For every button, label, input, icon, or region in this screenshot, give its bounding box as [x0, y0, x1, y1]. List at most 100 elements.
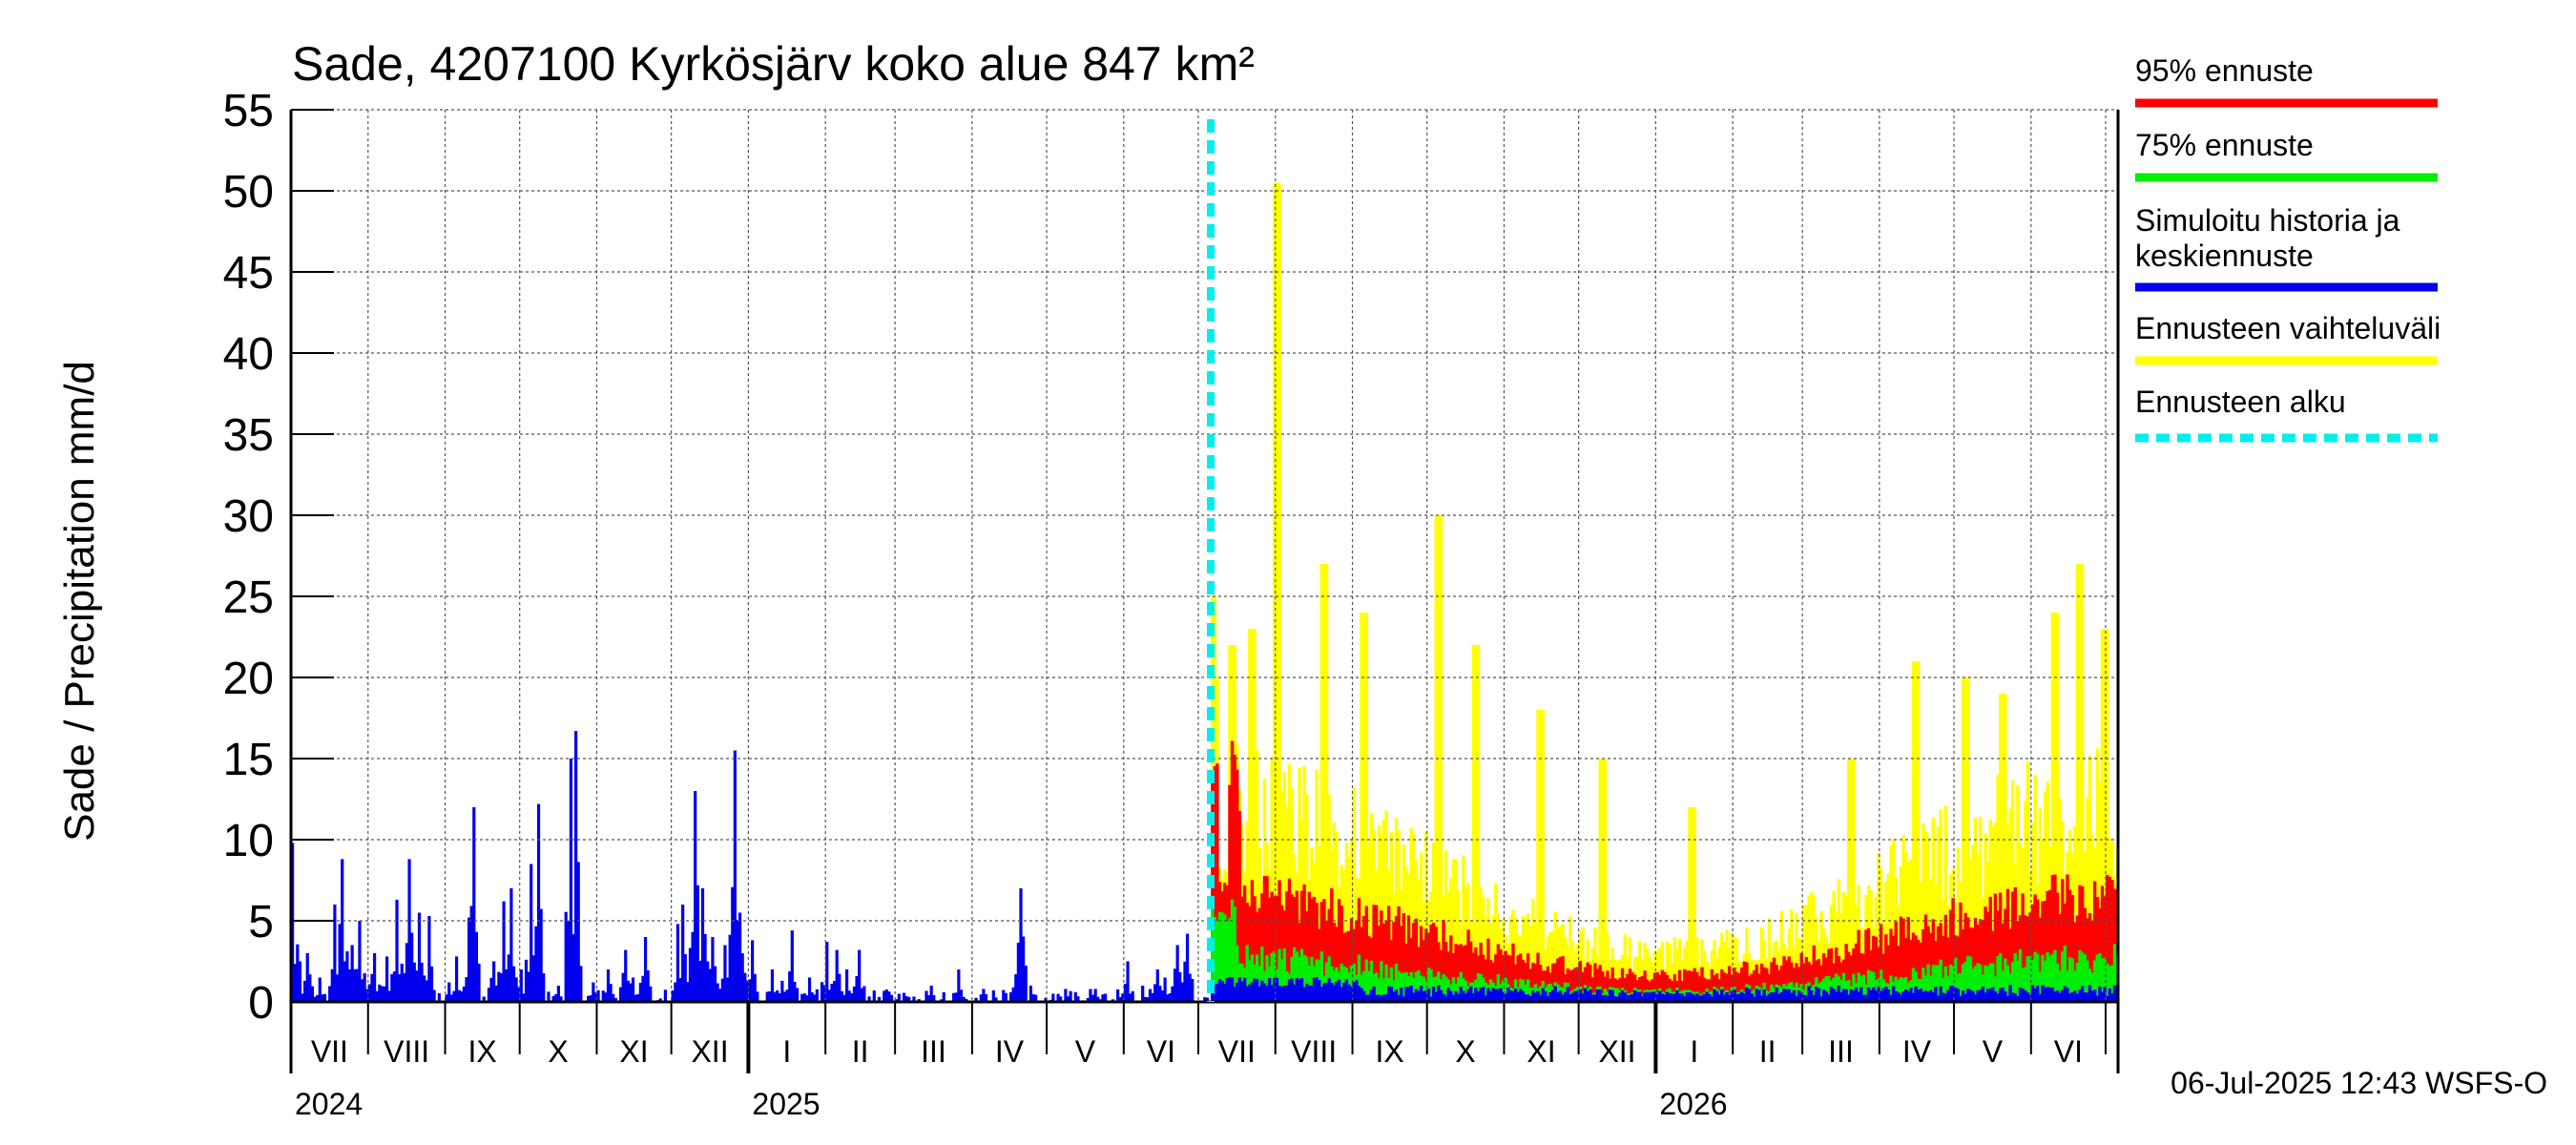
mean-forecast-bar: [1739, 991, 1744, 1002]
history-bar: [365, 989, 369, 1002]
mean-forecast-bar: [1364, 994, 1368, 1002]
mean-forecast-bar: [2013, 993, 2017, 1002]
mean-forecast-bar: [1762, 989, 1766, 1002]
p95-bar: [1765, 968, 1769, 1002]
history-bar: [559, 996, 563, 1002]
y-tick-label: 30: [223, 491, 274, 542]
history-bar: [291, 843, 295, 1002]
mean-forecast-bar: [1335, 981, 1339, 1002]
p75-bar: [1753, 989, 1756, 1002]
p95-bar: [1285, 891, 1289, 1002]
x-month-label: VI: [2054, 1034, 2083, 1069]
range-bar: [2008, 808, 2012, 1002]
range-bar: [1690, 807, 1694, 1002]
range-bar: [1270, 757, 1274, 1002]
mean-forecast-bar: [1817, 988, 1821, 1002]
p95-bar: [1708, 979, 1712, 1002]
p75-bar: [1911, 968, 1916, 1002]
mean-forecast-bar: [1361, 990, 1366, 1002]
p75-bar: [1861, 974, 1866, 1002]
range-bar: [1581, 926, 1585, 1002]
mean-forecast-bar: [1253, 978, 1257, 1002]
mean-forecast-bar: [1262, 983, 1267, 1002]
p95-bar: [1973, 918, 1978, 1002]
history-bar: [536, 803, 541, 1002]
p95-bar: [1606, 970, 1610, 1002]
range-bar: [1635, 956, 1639, 1002]
p95-bar: [1275, 895, 1279, 1002]
p95-bar: [1374, 905, 1379, 1002]
p95-bar: [1279, 905, 1284, 1002]
p95-bar: [2092, 881, 2097, 1002]
range-bar: [1275, 182, 1279, 1002]
range-bar: [1384, 810, 1388, 1002]
history-bar: [367, 984, 371, 1002]
p75-bar: [1847, 980, 1851, 1002]
p95-bar: [1610, 967, 1614, 1002]
history-bar: [1121, 993, 1125, 1002]
p95-bar: [1891, 935, 1896, 1002]
history-bar: [782, 991, 787, 1002]
p95-bar: [1914, 935, 1918, 1002]
p95-bar: [1847, 951, 1851, 1002]
mean-forecast-bar: [1618, 992, 1622, 1002]
history-bar: [522, 993, 526, 1002]
p95-bar: [1984, 906, 1987, 1002]
history-bar: [606, 969, 611, 1002]
p95-bar: [2061, 879, 2065, 1002]
mean-forecast-bar: [1598, 989, 1602, 1002]
p95-bar: [2055, 892, 2060, 1002]
mean-forecast-bar: [1237, 977, 1242, 1002]
mean-forecast-bar: [1282, 986, 1286, 1002]
history-bar: [688, 947, 693, 1002]
mean-forecast-bar: [1548, 991, 1552, 1002]
p95-bar: [1491, 962, 1495, 1002]
p75-bar: [1864, 984, 1868, 1002]
p95-bar: [1360, 926, 1363, 1002]
history-bar: [641, 975, 645, 1002]
p95-bar: [2010, 891, 2015, 1002]
mean-forecast-bar: [1589, 989, 1592, 1002]
p95-bar: [1544, 970, 1548, 1002]
p95-bar: [1496, 944, 1501, 1002]
p95-bar: [1550, 963, 1555, 1002]
history-bar: [425, 980, 428, 1002]
p95-bar: [1568, 969, 1572, 1002]
p95-bar: [1215, 763, 1219, 1002]
history-bar: [509, 888, 513, 1002]
axes: [289, 110, 2120, 1073]
p95-bar: [1942, 935, 1945, 1002]
mean-forecast-bar: [1434, 991, 1438, 1002]
mean-forecast-bar: [1387, 986, 1391, 1002]
history-bar: [820, 982, 824, 1002]
history-bar: [1091, 994, 1095, 1002]
p95-bar: [1364, 906, 1368, 1002]
mean-forecast-bar: [1381, 994, 1386, 1002]
p95-bar: [1901, 918, 1905, 1002]
p95-bar: [1753, 969, 1756, 1002]
range-bar: [1538, 710, 1543, 1002]
p95-bar: [1340, 906, 1343, 1002]
mean-forecast-bar: [1402, 996, 1406, 1002]
range-bar: [1536, 710, 1540, 1002]
history-bar: [407, 859, 411, 1002]
mean-forecast-bar: [1911, 992, 1916, 1002]
p75-bar: [1869, 970, 1873, 1002]
p95-bar: [1809, 964, 1814, 1002]
x-month-label: IX: [1375, 1034, 1403, 1069]
p75-bar: [1278, 948, 1281, 1002]
range-bar: [1548, 931, 1552, 1002]
p95-bar: [1767, 973, 1772, 1002]
history-bar: [609, 984, 613, 1002]
mean-forecast-bar: [1697, 995, 1702, 1002]
p95-bar: [1817, 959, 1821, 1002]
p95-bar: [1344, 931, 1349, 1002]
history-bars: [291, 731, 2119, 1002]
range-bar: [1901, 835, 1905, 1002]
mean-forecast-bar: [1620, 990, 1625, 1002]
p95-bar: [1660, 969, 1665, 1002]
range-bar: [1926, 836, 1930, 1002]
range-bar: [1998, 694, 2003, 1002]
history-bar: [1008, 991, 1013, 1002]
mean-forecast-bar: [1482, 987, 1485, 1002]
